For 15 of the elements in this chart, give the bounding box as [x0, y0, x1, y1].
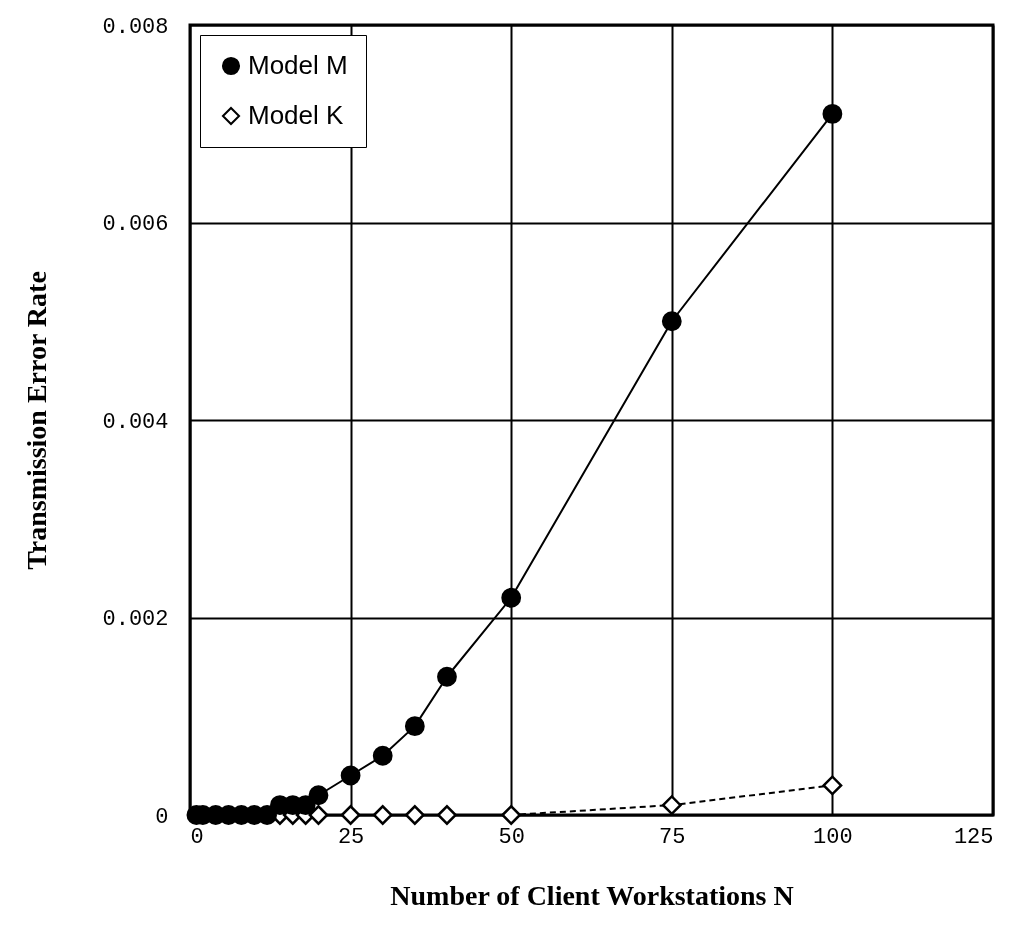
y-axis-title: Transmission Error Rate: [21, 271, 53, 570]
y-tick-label: 0.008: [102, 14, 169, 40]
x-axis-title: Number of Client Workstations N: [390, 879, 794, 911]
legend-label: Model K: [248, 100, 345, 130]
y-tick-label: 0.006: [102, 212, 169, 237]
x-tick-label: 75: [659, 824, 686, 850]
x-tick-label: 125: [953, 824, 994, 850]
y-tick-label: 0.002: [102, 607, 169, 632]
x-tick-label: 0: [190, 824, 204, 850]
x-tick-label: 100: [813, 824, 853, 850]
y-tick-label: 0.004: [102, 409, 169, 435]
x-tick-label: 50: [498, 824, 525, 850]
legend-label: Model M: [248, 50, 348, 80]
y-tick-label: 0: [155, 804, 169, 830]
x-tick-label: 25: [337, 824, 365, 850]
